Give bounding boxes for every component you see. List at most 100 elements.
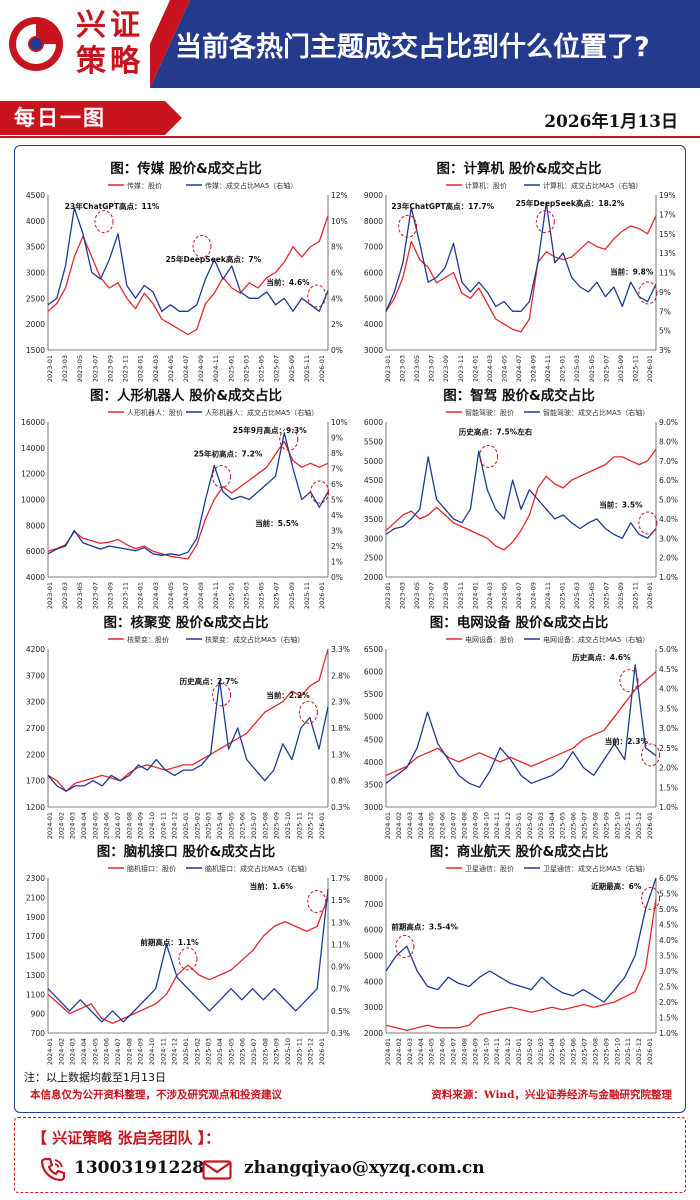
left-tick-label: 3000 xyxy=(26,269,45,278)
annotation-label: 当前：5.5% xyxy=(255,518,299,528)
x-tick-label: 2025-07 xyxy=(273,582,281,609)
annotation-label: 当前：3.5% xyxy=(599,500,643,510)
left-tick-label: 2100 xyxy=(26,893,45,902)
highlight-circle xyxy=(192,234,212,258)
x-tick-label: 2025-06 xyxy=(570,1038,578,1065)
x-tick-label: 2024-08 xyxy=(125,812,133,839)
title-band xyxy=(150,0,700,88)
x-tick-label: 2024-05 xyxy=(500,355,508,382)
x-tick-label: 2024-12 xyxy=(504,1038,512,1065)
source-note: 资料来源：Wind，兴业证券经济与金融研究院整理 xyxy=(431,1089,672,1101)
x-tick-label: 2025-05 xyxy=(227,812,235,839)
x-tick-label: 2025-10 xyxy=(613,1038,621,1065)
turnover-ratio-line xyxy=(385,877,657,1003)
chart-autonomous-driving: 图：智驾 股价&成交占比 智能驾驶：股价 智能驾驶：成交占比MA5（右轴） 6000 5… xyxy=(356,382,682,609)
x-tick-label: 2025-06 xyxy=(570,812,578,839)
left-tick-label: 3000 xyxy=(364,1003,383,1012)
right-tick-label: 1.5% xyxy=(659,1014,678,1023)
phone-number[interactable]: 13003191228 xyxy=(74,1158,205,1178)
left-tick-label: 6000 xyxy=(364,418,383,427)
annotation-label: 近期最高：6% xyxy=(591,881,642,891)
left-tick-label: 3500 xyxy=(364,780,383,789)
left-tick-label: 4500 xyxy=(26,191,45,200)
legend-ratio-label: 传媒：成交占比MA5（右轴） xyxy=(205,181,297,190)
highlight-circle xyxy=(641,886,661,910)
right-tick-label: 11% xyxy=(659,269,676,278)
highlight-circle xyxy=(535,210,555,234)
x-tick-label: 2025-01 xyxy=(227,355,235,382)
left-tick-label: 6000 xyxy=(364,269,383,278)
x-tick-label: 2023-03 xyxy=(399,355,407,382)
right-tick-label: 3.3% xyxy=(331,645,350,654)
x-tick-label: 2026-01 xyxy=(318,812,326,839)
x-tick-label: 2025-11 xyxy=(624,1038,632,1065)
annotation-label: 前期高点：1.1% xyxy=(140,937,199,947)
x-tick-label: 2025-07 xyxy=(273,355,281,382)
right-tick-label: 3.5% xyxy=(659,952,678,961)
legend-ratio-label: 脑机接口：成交占比MA5（右轴） xyxy=(205,864,311,873)
x-tick-label: 2025-10 xyxy=(613,812,621,839)
right-tick-label: 6% xyxy=(331,480,343,489)
right-tick-label: 4.0% xyxy=(659,515,678,524)
annotation-label: 25年9月高点：9.3% xyxy=(233,425,307,435)
highlight-circle xyxy=(307,284,327,308)
right-tick-label: 3.0% xyxy=(659,724,678,733)
right-tick-label: 0% xyxy=(331,346,343,355)
stock-price-line xyxy=(385,215,657,333)
stock-price-line xyxy=(385,448,657,551)
annotation-label: 23年ChatGPT高点：11% xyxy=(65,201,160,211)
x-tick-label: 2024-01 xyxy=(137,355,145,382)
x-tick-label: 2023-03 xyxy=(399,582,407,609)
legend-stock-label: 计算机：股价 xyxy=(465,181,507,190)
x-tick-label: 2025-01 xyxy=(515,1038,523,1065)
right-tick-label: 5.0% xyxy=(659,905,678,914)
right-tick-label: 7% xyxy=(659,307,671,316)
x-tick-label: 2025-09 xyxy=(617,355,625,382)
left-tick-label: 4500 xyxy=(364,476,383,485)
legend-ratio-label: 卫星通信：成交占比MA5（右轴） xyxy=(543,864,649,873)
chart-title: 图：传媒 股价&成交占比 xyxy=(110,160,261,177)
left-tick-label: 5000 xyxy=(364,294,383,303)
x-tick-label: 2024-05 xyxy=(428,1038,436,1065)
x-tick-label: 2023-03 xyxy=(61,582,69,609)
left-tick-label: 5000 xyxy=(364,457,383,466)
left-tick-label: 1500 xyxy=(26,952,45,961)
chart-title: 图：电网设备 股价&成交占比 xyxy=(430,614,608,631)
x-tick-label: 2024-11 xyxy=(159,1038,167,1065)
left-tick-label: 3500 xyxy=(26,243,45,252)
chart-title: 图：核聚变 股价&成交占比 xyxy=(104,614,269,631)
left-tick-label: 14000 xyxy=(21,444,45,453)
legend-ratio-label: 人形机器人：成交占比MA5（右轴） xyxy=(205,408,318,417)
highlight-circle xyxy=(479,444,499,468)
x-tick-label: 2024-01 xyxy=(471,582,479,609)
x-tick-label: 2024-05 xyxy=(91,812,99,839)
highlight-circle xyxy=(619,669,639,693)
legend-stock-label: 核聚变：股价 xyxy=(127,635,169,644)
right-tick-label: 0.7% xyxy=(331,985,350,994)
x-tick-label: 2024-06 xyxy=(439,812,447,839)
x-tick-label: 2026-01 xyxy=(646,355,654,382)
x-tick-label: 2023-09 xyxy=(442,355,450,382)
x-tick-label: 2023-05 xyxy=(76,355,84,382)
email-address[interactable]: zhangqiyao@xyzq.com.cn xyxy=(244,1158,485,1178)
x-tick-label: 2025-01 xyxy=(559,582,567,609)
chart-title: 图：脑机接口 股价&成交占比 xyxy=(97,843,275,860)
annotation-label: 25年DeepSeek高点：7% xyxy=(166,254,262,264)
x-tick-label: 2025-12 xyxy=(635,812,643,839)
x-tick-label: 2024-09 xyxy=(471,1038,479,1065)
right-tick-label: 2.5% xyxy=(659,744,678,753)
x-tick-label: 2025-05 xyxy=(559,1038,567,1065)
x-tick-label: 2025-08 xyxy=(591,812,599,839)
x-tick-label: 2023-03 xyxy=(61,355,69,382)
x-tick-label: 2025-03 xyxy=(205,1038,213,1065)
turnover-ratio-line xyxy=(47,432,329,556)
x-tick-label: 2025-12 xyxy=(307,1038,315,1065)
x-tick-label: 2024-03 xyxy=(69,1038,77,1065)
x-tick-label: 2023-07 xyxy=(428,355,436,382)
x-tick-label: 2025-11 xyxy=(295,1038,303,1065)
right-tick-label: 0.3% xyxy=(331,1029,350,1038)
x-tick-label: 2024-07 xyxy=(515,355,523,382)
left-tick-label: 5000 xyxy=(364,952,383,961)
